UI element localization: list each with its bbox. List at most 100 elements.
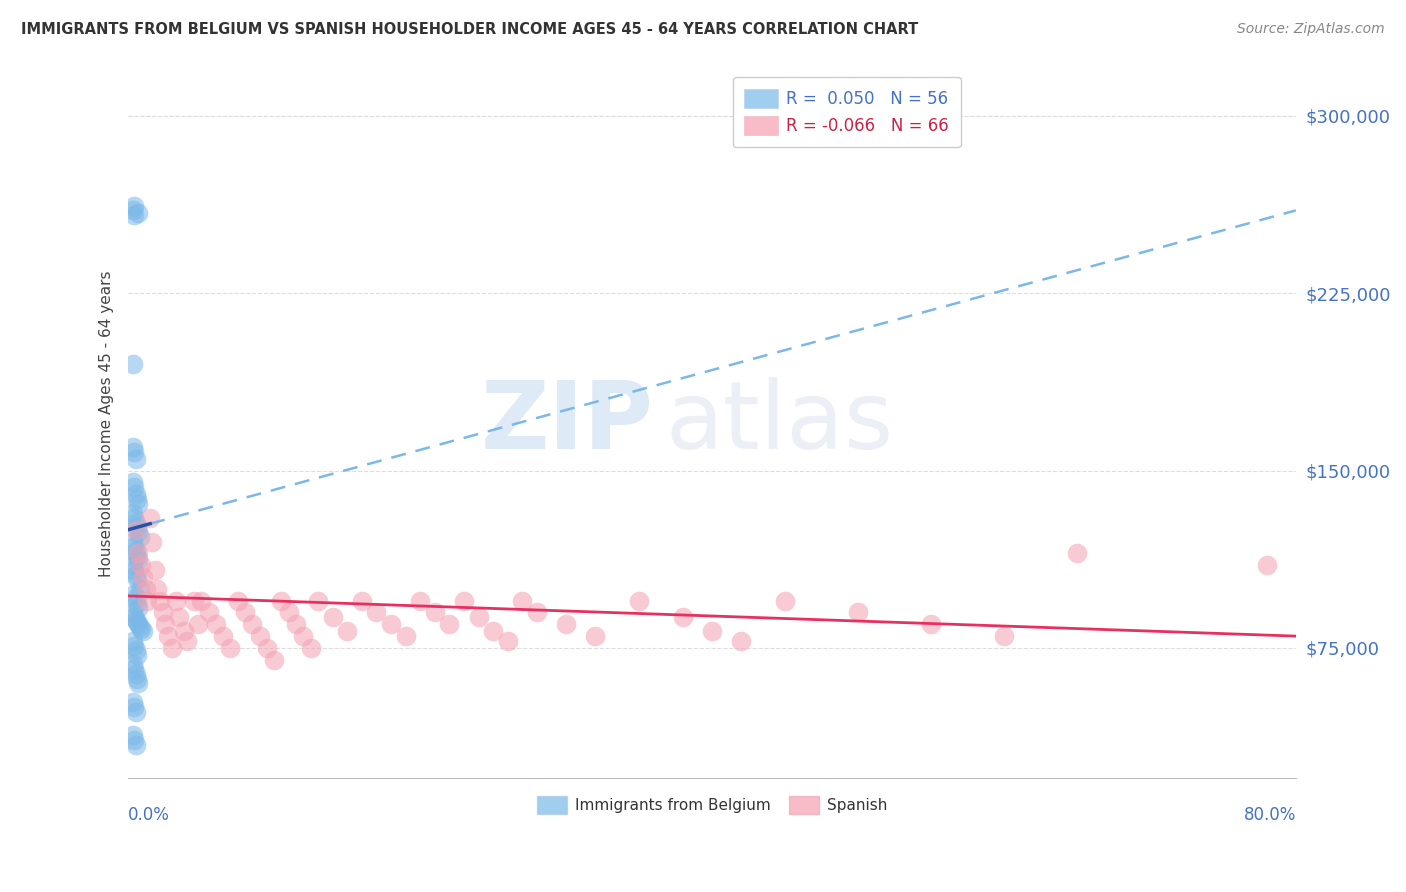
Point (127, 617, 149, 632)
Point (152, 606, 174, 620)
Point (121, 606, 143, 620)
Point (121, 558, 143, 573)
Point (129, 530, 152, 544)
Point (165, 593, 187, 607)
Point (1066, 546, 1088, 560)
Point (143, 563, 166, 577)
Point (124, 451, 146, 466)
Point (204, 617, 226, 632)
Point (672, 610, 695, 624)
Point (183, 593, 205, 607)
Point (233, 606, 256, 620)
Point (122, 208, 145, 222)
Point (730, 633, 752, 648)
Point (122, 639, 145, 653)
Point (121, 633, 143, 648)
Point (122, 586, 145, 600)
Point (496, 633, 519, 648)
Point (124, 523, 146, 537)
Point (122, 539, 145, 553)
Point (176, 633, 198, 648)
Point (510, 593, 533, 607)
Point (240, 617, 263, 632)
Point (124, 516, 146, 530)
Point (122, 733, 145, 747)
Point (122, 700, 145, 714)
Text: ZIP: ZIP (481, 377, 654, 469)
Point (467, 610, 489, 624)
Point (125, 520, 148, 534)
Point (482, 624, 505, 639)
Point (249, 629, 271, 643)
Point (394, 629, 416, 643)
Point (197, 606, 219, 620)
Point (173, 624, 195, 639)
Point (127, 546, 149, 560)
Point (169, 610, 191, 624)
Point (1256, 558, 1278, 573)
Point (277, 606, 299, 620)
Point (773, 593, 796, 607)
Point (366, 606, 388, 620)
Point (132, 570, 155, 584)
Point (122, 563, 145, 577)
Point (263, 653, 285, 667)
Text: IMMIGRANTS FROM BELGIUM VS SPANISH HOUSEHOLDER INCOME AGES 45 - 64 YEARS CORRELA: IMMIGRANTS FROM BELGIUM VS SPANISH HOUSE… (21, 22, 918, 37)
Point (156, 629, 179, 643)
Point (122, 511, 145, 525)
Point (121, 695, 143, 709)
Point (121, 440, 143, 454)
Point (125, 596, 148, 610)
Point (212, 629, 235, 643)
Point (141, 534, 163, 549)
Text: atlas: atlas (665, 377, 894, 469)
Point (131, 558, 153, 573)
Point (124, 705, 146, 719)
Point (628, 593, 651, 607)
Point (423, 606, 446, 620)
Point (121, 203, 143, 218)
Point (149, 593, 172, 607)
Point (121, 657, 143, 672)
Point (139, 511, 162, 525)
Point (583, 629, 606, 643)
Point (292, 629, 315, 643)
Point (124, 643, 146, 657)
Point (226, 593, 249, 607)
Point (146, 582, 169, 596)
Point (219, 640, 242, 655)
Point (299, 640, 322, 655)
Point (129, 582, 152, 596)
Point (124, 738, 146, 752)
Point (336, 624, 359, 639)
Point (132, 624, 155, 639)
Point (846, 606, 869, 620)
Point (350, 593, 373, 607)
Point (322, 610, 344, 624)
Point (285, 617, 308, 632)
Point (307, 593, 329, 607)
Point (122, 199, 145, 213)
Point (121, 357, 143, 371)
Point (127, 206, 149, 220)
Point (122, 480, 145, 494)
Point (153, 617, 176, 632)
Point (160, 640, 183, 655)
Point (256, 640, 278, 655)
Point (124, 487, 146, 501)
Point (125, 491, 148, 506)
Point (124, 613, 146, 627)
Point (121, 506, 143, 520)
Point (129, 620, 152, 634)
Point (187, 617, 209, 632)
Point (127, 497, 149, 511)
Point (122, 662, 145, 676)
Text: Source: ZipAtlas.com: Source: ZipAtlas.com (1237, 22, 1385, 37)
Text: 80.0%: 80.0% (1243, 806, 1296, 824)
Legend: R =  0.050   N = 56, R = -0.066   N = 66: R = 0.050 N = 56, R = -0.066 N = 66 (733, 77, 960, 147)
Point (700, 624, 723, 639)
Point (439, 617, 461, 632)
Point (127, 524, 149, 539)
Point (920, 617, 942, 632)
Point (555, 617, 578, 632)
